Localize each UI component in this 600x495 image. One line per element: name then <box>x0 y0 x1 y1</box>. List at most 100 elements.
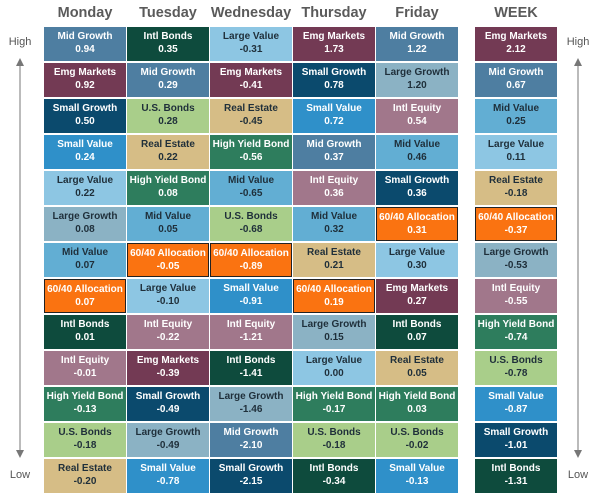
asset-class-label: Large Growth <box>52 211 118 222</box>
return-value: -0.18 <box>322 440 346 451</box>
asset-class-label: Intl Bonds <box>491 463 541 474</box>
asset-class-label: Large Growth <box>384 67 450 78</box>
cell-week-mid-growth: Mid Growth 0.67 <box>475 63 557 97</box>
return-value: -0.13 <box>73 404 97 415</box>
asset-class-label: Small Growth <box>301 67 367 78</box>
return-value: -0.05 <box>156 261 180 272</box>
asset-class-label: 60/40 Allocation <box>478 212 554 223</box>
asset-class-label: Small Growth <box>218 463 284 474</box>
asset-class-label: Intl Bonds <box>143 31 193 42</box>
asset-class-label: Small Value <box>389 463 445 474</box>
cell-tuesday-high-yield-bond: High Yield Bond 0.08 <box>127 171 209 205</box>
axis-high-label-right: High <box>566 36 590 48</box>
return-value: 0.36 <box>407 188 427 199</box>
cell-wednesday-60-40-allocation: 60/40 Allocation -0.89 <box>210 243 292 277</box>
asset-class-label: Emg Markets <box>302 31 366 42</box>
cell-friday-large-growth: Large Growth 1.20 <box>376 63 458 97</box>
cell-monday-emg-markets: Emg Markets 0.92 <box>44 63 126 97</box>
return-value: 0.15 <box>324 332 344 343</box>
cell-friday-emg-markets: Emg Markets 0.27 <box>376 279 458 313</box>
return-value: -0.41 <box>239 80 263 91</box>
return-value: -0.01 <box>73 368 97 379</box>
asset-class-label: U.S. Bonds <box>141 103 195 114</box>
cell-week-small-growth: Small Growth -1.01 <box>475 423 557 457</box>
cell-wednesday-intl-equity: Intl Equity -1.21 <box>210 315 292 349</box>
cell-thursday-large-growth: Large Growth 0.15 <box>293 315 375 349</box>
cell-week-60-40-allocation: 60/40 Allocation -0.37 <box>475 207 557 241</box>
cell-week-high-yield-bond: High Yield Bond -0.74 <box>475 315 557 349</box>
return-value: -0.18 <box>73 440 97 451</box>
header-friday: Friday <box>395 5 439 21</box>
cell-monday-high-yield-bond: High Yield Bond -0.13 <box>44 387 126 421</box>
return-value: 0.37 <box>324 152 344 163</box>
cell-tuesday-large-value: Large Value -0.10 <box>127 279 209 313</box>
asset-class-label: Real Estate <box>141 139 195 150</box>
return-value: 0.22 <box>158 152 178 163</box>
return-value: -0.13 <box>405 476 429 487</box>
cell-monday-u-s-bonds: U.S. Bonds -0.18 <box>44 423 126 457</box>
asset-class-label: U.S. Bonds <box>58 427 112 438</box>
cell-thursday-intl-equity: Intl Equity 0.36 <box>293 171 375 205</box>
return-value: -0.65 <box>239 188 263 199</box>
return-value: 0.31 <box>407 225 427 236</box>
asset-class-label: Intl Bonds <box>60 319 110 330</box>
cell-monday-intl-bonds: Intl Bonds 0.01 <box>44 315 126 349</box>
asset-class-label: Intl Equity <box>392 103 442 114</box>
asset-class-label: Large Value <box>305 355 363 366</box>
cell-friday-mid-growth: Mid Growth 1.22 <box>376 27 458 61</box>
return-value: 0.07 <box>75 297 95 308</box>
asset-class-label: Large Value <box>139 283 197 294</box>
asset-class-label: 60/40 Allocation <box>379 212 455 223</box>
cell-monday-small-value: Small Value 0.24 <box>44 135 126 169</box>
asset-class-label: Small Value <box>306 103 362 114</box>
return-value: -0.74 <box>504 332 528 343</box>
axis-low-label-right: Low <box>567 469 589 481</box>
asset-class-label: Real Estate <box>224 103 278 114</box>
header-monday: Monday <box>57 5 113 21</box>
cell-week-real-estate: Real Estate -0.18 <box>475 171 557 205</box>
cell-friday-large-value: Large Value 0.30 <box>376 243 458 277</box>
asset-class-label: 60/40 Allocation <box>47 284 123 295</box>
cell-thursday-large-value: Large Value 0.00 <box>293 351 375 385</box>
return-value: 1.20 <box>407 80 427 91</box>
cell-thursday-emg-markets: Emg Markets 1.73 <box>293 27 375 61</box>
cell-week-intl-bonds: Intl Bonds -1.31 <box>475 459 557 493</box>
asset-class-label: Large Value <box>56 175 114 186</box>
asset-class-label: Large Growth <box>483 247 549 258</box>
cell-tuesday-mid-value: Mid Value 0.05 <box>127 207 209 241</box>
cell-wednesday-real-estate: Real Estate -0.45 <box>210 99 292 133</box>
return-value: -0.56 <box>239 152 263 163</box>
return-value: 0.05 <box>158 224 178 235</box>
cell-tuesday-u-s-bonds: U.S. Bonds 0.28 <box>127 99 209 133</box>
return-value: 0.03 <box>407 404 427 415</box>
cell-wednesday-mid-growth: Mid Growth -2.10 <box>210 423 292 457</box>
return-value: -0.89 <box>239 261 263 272</box>
cell-week-intl-equity: Intl Equity -0.55 <box>475 279 557 313</box>
asset-class-label: Mid Growth <box>306 139 362 150</box>
asset-class-label: Mid Value <box>492 103 540 114</box>
return-value: -0.37 <box>504 225 528 236</box>
return-value: 0.08 <box>158 188 178 199</box>
asset-class-label: Mid Value <box>144 211 192 222</box>
return-value: 0.67 <box>506 80 526 91</box>
return-value: -0.31 <box>239 44 263 55</box>
asset-class-label: Mid Growth <box>389 31 445 42</box>
return-value: 0.72 <box>324 116 344 127</box>
asset-class-label: Real Estate <box>489 175 543 186</box>
asset-class-label: Emg Markets <box>136 355 200 366</box>
asset-class-label: Mid Growth <box>488 67 544 78</box>
asset-class-label: Real Estate <box>58 463 112 474</box>
cell-friday-small-growth: Small Growth 0.36 <box>376 171 458 205</box>
asset-class-label: Intl Equity <box>226 319 276 330</box>
return-value: -2.10 <box>239 440 263 451</box>
asset-class-label: Small Growth <box>135 391 201 402</box>
asset-class-label: Large Growth <box>301 319 367 330</box>
return-value: -0.53 <box>504 260 528 271</box>
return-value: 0.46 <box>407 152 427 163</box>
header-week: WEEK <box>494 5 538 21</box>
asset-class-label: High Yield Bond <box>129 175 207 186</box>
return-value: 0.27 <box>407 296 427 307</box>
return-value: -0.78 <box>156 476 180 487</box>
asset-class-label: U.S. Bonds <box>307 427 361 438</box>
return-value: -0.34 <box>322 476 346 487</box>
